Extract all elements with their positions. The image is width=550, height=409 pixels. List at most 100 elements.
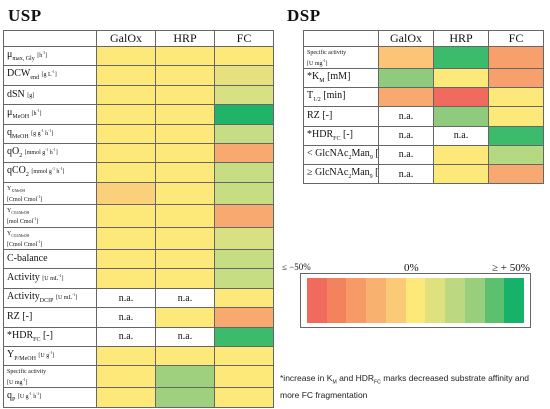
usp-row-label: qO2 [mmol g-1 h-1] (3, 142, 97, 164)
legend-label-mid: 0% (404, 262, 419, 274)
usp-cell-hrp (155, 84, 215, 106)
usp-row: qP [U g-1 h-1] (3, 387, 274, 408)
usp-row-label: μMeOH [h-1] (3, 104, 97, 125)
usp-row-label: *HDRFC [-] (3, 326, 97, 348)
usp-row: YCO2/MeOH [Cmol Cmol-1] (3, 226, 274, 251)
usp-cell-galox: n.a. (96, 307, 156, 328)
usp-row: YCO2/MeOH [mol Cmol-1] (3, 204, 274, 228)
usp-row: qCO2 [mmol g-1 h-1] (3, 162, 274, 183)
usp-row-label: dSN [g] (3, 84, 97, 106)
usp-cell-galox (96, 226, 156, 251)
usp-cell-hrp (155, 45, 215, 67)
usp-cell-galox (96, 204, 156, 228)
dsp-cell-hrp (433, 144, 489, 165)
usp-row: μmax, Gly [h-1] (3, 45, 274, 67)
legend-swatch (425, 278, 446, 323)
usp-cell-galox: n.a. (96, 287, 156, 309)
usp-row-label: qP [U g-1 h-1] (3, 387, 97, 408)
usp-cell-fc (214, 346, 274, 367)
footnote: *increase in KM and HDRFC marks decrease… (280, 373, 530, 400)
dsp-cell-fc (488, 67, 544, 89)
usp-cell-hrp (155, 226, 215, 251)
dsp-row: T1/2 [min] (303, 87, 544, 108)
usp-row-label: Specific activity [U mg-1] (3, 365, 97, 389)
dsp-header-fc: FC (488, 30, 544, 47)
usp-cell-fc (214, 387, 274, 408)
usp-row: C-balance (3, 249, 274, 270)
usp-row-label: RZ [-] (3, 307, 97, 328)
dsp-row-label: *HDRFC [-] (303, 125, 379, 146)
usp-row: DCWend [g L-1] (3, 65, 274, 86)
dsp-header-hrp: HRP (433, 30, 489, 47)
dsp-row-label: Specific activity [U mg-1] (303, 46, 379, 69)
dsp-row: RZ [-] n.a. (303, 106, 544, 127)
usp-row: Activity [U mL-1] (3, 268, 274, 289)
legend-swatch (504, 278, 525, 323)
dsp-cell-galox (378, 67, 434, 89)
usp-cell-hrp: n.a. (155, 326, 215, 348)
usp-cell-hrp (155, 307, 215, 328)
usp-title: USP (8, 6, 42, 25)
usp-cell-galox (96, 45, 156, 67)
usp-row: qMeOH [g g-1 h-1] (3, 123, 274, 144)
dsp-cell-hrp (433, 163, 489, 185)
usp-cell-hrp (155, 123, 215, 144)
dsp-row-label: < GlcNAc2Man9 [%] (303, 144, 379, 165)
usp-row-label: qCO2 [mmol g-1 h-1] (3, 162, 97, 183)
usp-row-label: C-balance (3, 249, 97, 270)
usp-row-label: Activity [U mL-1] (3, 268, 97, 289)
usp-row-label: μmax, Gly [h-1] (3, 45, 97, 67)
usp-cell-galox (96, 123, 156, 144)
usp-cell-fc (214, 226, 274, 251)
legend-swatch (484, 278, 505, 323)
usp-header-hrp: HRP (155, 30, 215, 47)
usp-row-label: YX/MeOH [Cmol Cmol-1] (3, 181, 97, 206)
usp-cell-fc (214, 326, 274, 348)
dsp-cell-fc (488, 125, 544, 146)
legend-swatch (445, 278, 465, 323)
usp-cell-galox (96, 104, 156, 125)
dsp-header-blank (303, 30, 379, 47)
usp-cell-fc (214, 307, 274, 328)
usp-cell-galox (96, 65, 156, 86)
usp-cell-hrp: n.a. (155, 287, 215, 309)
usp-cell-fc (214, 287, 274, 309)
legend-swatch (346, 278, 367, 323)
usp-row: YP/MeOH [U g-1] (3, 346, 274, 367)
dsp-row: Specific activity [U mg-1] (303, 46, 544, 69)
dsp-row-label: *KM [mM] (303, 67, 379, 89)
usp-heatmap-table: GalOx HRP FC μmax, Gly [h-1] DCWend [g L-… (3, 30, 274, 408)
dsp-cell-fc (488, 163, 544, 185)
dsp-row-label: T1/2 [min] (303, 87, 379, 108)
legend-swatch (307, 278, 327, 323)
legend-swatch (385, 278, 406, 323)
usp-row-label: qMeOH [g g-1 h-1] (3, 123, 97, 144)
usp-row: μMeOH [h-1] (3, 104, 274, 125)
usp-cell-galox (96, 181, 156, 206)
dsp-cell-fc (488, 106, 544, 127)
usp-cell-hrp (155, 268, 215, 289)
dsp-row: *KM [mM] (303, 67, 544, 89)
dsp-header-galox: GalOx (378, 30, 434, 47)
usp-row-label: YCO2/MeOH [mol Cmol-1] (3, 204, 97, 228)
usp-cell-galox: n.a. (96, 326, 156, 348)
usp-cell-hrp (155, 65, 215, 86)
usp-row: ActivityDCIP [U mL-1] n.a. n.a. (3, 287, 274, 309)
usp-row: *HDRFC [-] n.a. n.a. (3, 326, 274, 348)
dsp-title: DSP (287, 6, 321, 25)
usp-cell-galox (96, 142, 156, 164)
usp-cell-hrp (155, 104, 215, 125)
usp-cell-galox (96, 162, 156, 183)
usp-row: YX/MeOH [Cmol Cmol-1] (3, 181, 274, 206)
dsp-cell-fc (488, 87, 544, 108)
legend-swatch (405, 278, 426, 323)
usp-row-label: DCWend [g L-1] (3, 65, 97, 86)
dsp-cell-galox (378, 46, 434, 69)
legend-swatch (366, 278, 386, 323)
usp-cell-hrp (155, 181, 215, 206)
dsp-cell-galox: n.a. (378, 125, 434, 146)
usp-row-label: YCO2/MeOH [Cmol Cmol-1] (3, 226, 97, 251)
usp-cell-hrp (155, 346, 215, 367)
usp-row: Specific activity [U mg-1] (3, 365, 274, 389)
dsp-heatmap-table: GalOx HRP FC Specific activity [U mg-1] *K… (303, 30, 544, 185)
